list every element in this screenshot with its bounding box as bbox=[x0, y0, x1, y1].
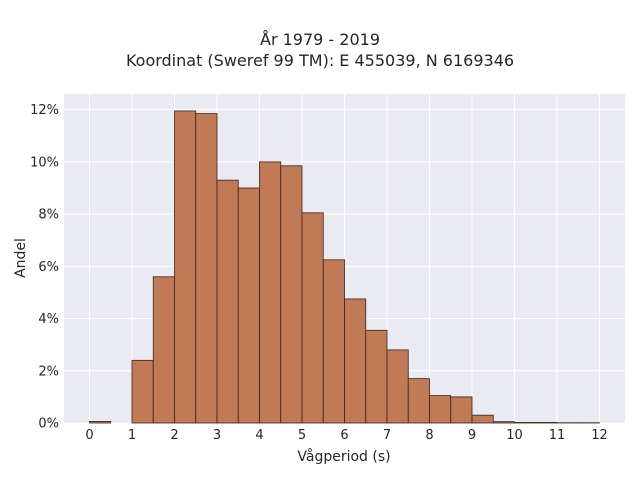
histogram-bar bbox=[237, 187, 260, 424]
histogram-bar bbox=[131, 359, 154, 424]
x-tick-label: 4 bbox=[255, 428, 263, 443]
histogram-bar bbox=[216, 179, 239, 424]
x-axis-ticks: 0 1 2 3 4 5 6 7 8 9 10 11 12 bbox=[85, 428, 607, 443]
y-tick-label: 2% bbox=[38, 364, 59, 379]
y-axis-label: Andel bbox=[13, 238, 29, 278]
y-tick-label: 12% bbox=[30, 103, 59, 118]
x-axis-label: Vågperiod (s) bbox=[297, 448, 390, 465]
x-tick-label: 12 bbox=[591, 428, 608, 443]
histogram-bar bbox=[492, 421, 515, 424]
x-tick-label: 9 bbox=[468, 428, 476, 443]
histogram-bar bbox=[471, 414, 494, 424]
x-tick-label: 1 bbox=[128, 428, 136, 443]
x-tick-label: 5 bbox=[298, 428, 306, 443]
y-tick-label: 0% bbox=[38, 417, 59, 432]
histogram-bar bbox=[259, 161, 282, 424]
chart-subtitle: Koordinat (Sweref 99 TM): E 455039, N 61… bbox=[125, 51, 515, 70]
bars bbox=[89, 110, 600, 424]
histogram-bar bbox=[195, 113, 218, 424]
y-tick-label: 8% bbox=[38, 208, 59, 223]
x-tick-label: 11 bbox=[549, 428, 566, 443]
chart-title: År 1979 - 2019 bbox=[260, 30, 380, 49]
x-tick-label: 2 bbox=[170, 428, 178, 443]
y-tick-label: 6% bbox=[38, 260, 59, 275]
y-axis-ticks: 0% 2% 4% 6% 8% 10% 12% bbox=[30, 103, 59, 431]
histogram-bar bbox=[429, 395, 452, 424]
x-tick-label: 7 bbox=[383, 428, 391, 443]
y-tick-label: 4% bbox=[38, 312, 59, 327]
histogram-bar bbox=[322, 259, 345, 424]
histogram-bar bbox=[152, 276, 175, 424]
histogram-bar bbox=[365, 329, 388, 424]
histogram-bar bbox=[344, 298, 367, 424]
histogram-bar bbox=[450, 396, 473, 424]
histogram-bar bbox=[89, 421, 112, 424]
histogram-bar bbox=[514, 422, 537, 424]
x-tick-label: 3 bbox=[213, 428, 221, 443]
x-tick-label: 10 bbox=[506, 428, 523, 443]
x-tick-label: 8 bbox=[425, 428, 433, 443]
histogram-bar bbox=[386, 349, 409, 424]
x-tick-label: 6 bbox=[340, 428, 348, 443]
histogram-bar bbox=[174, 110, 197, 424]
histogram-bar bbox=[301, 212, 324, 424]
histogram-bar bbox=[535, 422, 558, 424]
y-tick-label: 10% bbox=[30, 155, 59, 170]
histogram-bar bbox=[280, 165, 303, 424]
x-tick-label: 0 bbox=[85, 428, 93, 443]
histogram-bar bbox=[407, 378, 430, 424]
